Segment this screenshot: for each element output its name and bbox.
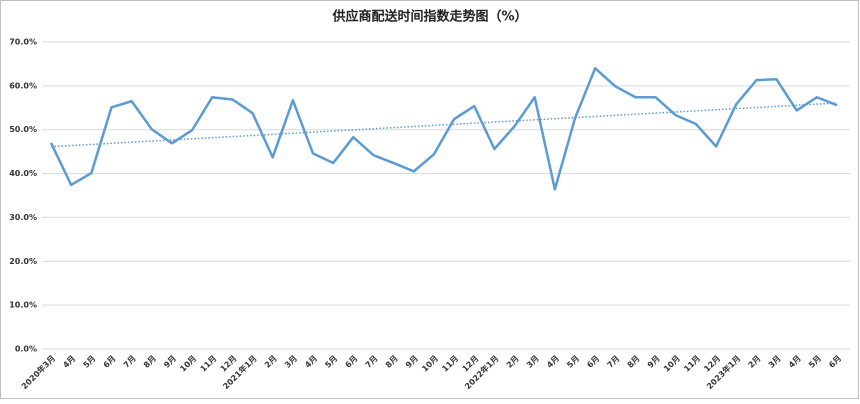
y-tick-label: 0.0% (15, 345, 37, 354)
chart-title: 供应商配送时间指数走势图（%） (331, 9, 527, 25)
y-tick-label: 70.0% (9, 38, 37, 47)
y-tick-label: 30.0% (9, 213, 37, 222)
y-tick-label: 10.0% (9, 301, 37, 310)
y-tick-label: 60.0% (9, 81, 37, 90)
y-tick-label: 50.0% (9, 125, 37, 134)
y-tick-label: 40.0% (9, 169, 37, 178)
data-line (49, 67, 838, 191)
y-tick-label: 20.0% (9, 257, 37, 266)
